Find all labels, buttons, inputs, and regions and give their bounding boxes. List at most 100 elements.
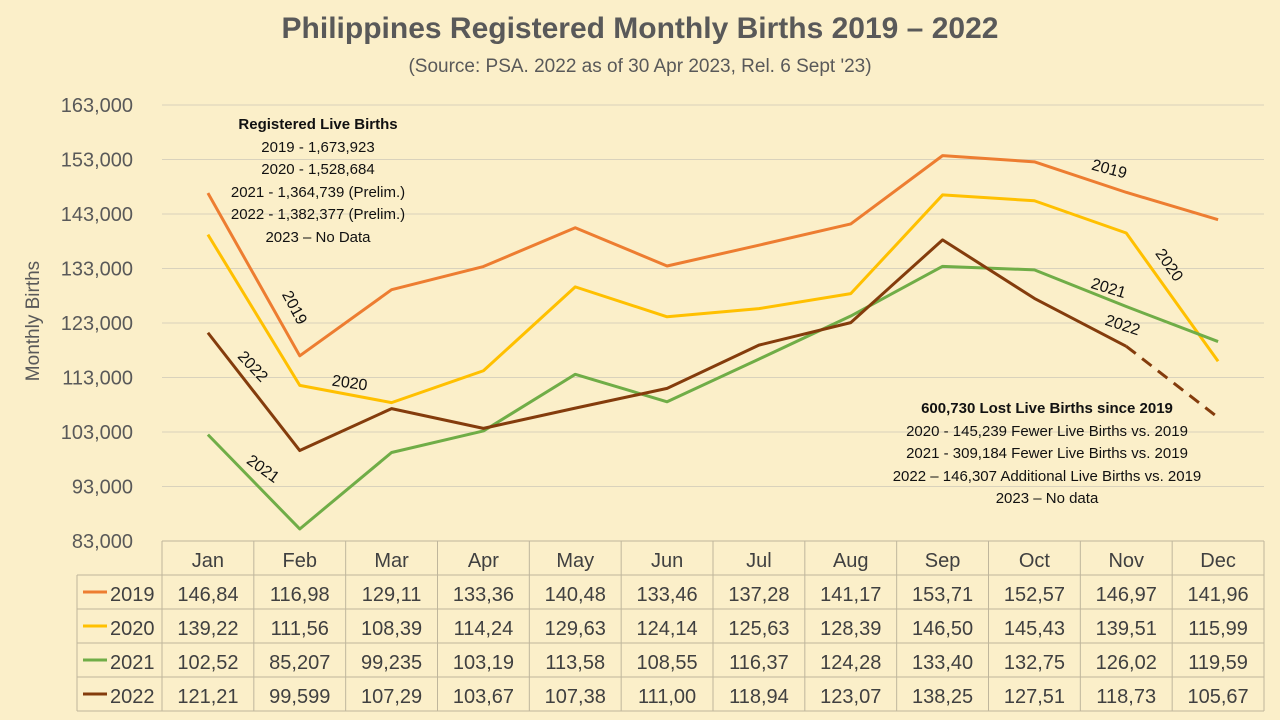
table-cell: 146,84 — [177, 584, 238, 606]
table-cell: 123,07 — [820, 686, 881, 708]
table-cell: 108,55 — [636, 652, 697, 674]
registered-births-note: Registered Live Births 2019 - 1,673,923 … — [188, 114, 448, 249]
y-axis-label: Monthly Births — [23, 260, 44, 382]
table-cell: 133,36 — [453, 584, 514, 606]
line-annotation: 2022 — [1103, 312, 1142, 339]
y-tick-label: 123,000 — [61, 313, 133, 335]
line-annotation: 2021 — [243, 452, 282, 487]
x-tick-label: Jul — [746, 550, 772, 572]
table-cell: 113,58 — [545, 652, 605, 674]
table-cell: 124,14 — [636, 618, 697, 640]
x-tick-label: Aug — [833, 550, 869, 572]
y-tick-label: 103,000 — [61, 422, 133, 444]
table-cell: 153,71 — [912, 584, 973, 606]
line-annotation: 2020 — [331, 373, 369, 395]
x-tick-label: May — [556, 550, 594, 572]
x-tick-label: Feb — [283, 550, 317, 572]
table-cell: 121,21 — [177, 686, 238, 708]
series-lines — [206, 154, 1220, 531]
table-cell: 127,51 — [1004, 686, 1065, 708]
chart-title: Philippines Registered Monthly Births 20… — [281, 12, 999, 45]
line-annotation: 2022 — [234, 348, 271, 386]
note-line: 2019 - 1,673,923 — [261, 138, 375, 156]
note-line: 2020 - 1,528,684 — [261, 161, 375, 178]
table-cell: 129,63 — [545, 618, 606, 640]
note-line: 2023 – No Data — [265, 228, 371, 246]
legend-label: 2022 — [110, 686, 155, 708]
table-cell: 124,28 — [820, 652, 881, 674]
legend-label: 2021 — [110, 652, 155, 674]
y-tick-label: 93,000 — [72, 477, 133, 499]
legend-label: 2020 — [110, 618, 155, 640]
x-tick-label: Sep — [925, 550, 961, 572]
table-cell: 133,46 — [636, 584, 697, 606]
table-cell: 146,50 — [912, 618, 973, 640]
table-cell: 139,51 — [1096, 618, 1157, 640]
table-cell: 99,235 — [361, 652, 422, 674]
note-line: 2021 - 1,364,739 (Prelim.) — [230, 183, 406, 201]
table-cell: 140,48 — [545, 584, 606, 606]
table-cell: 111,00 — [638, 686, 696, 708]
series-line-2021 — [206, 264, 1219, 531]
line-annotation: 2020 — [1152, 246, 1186, 285]
note-line: 2022 – 146,307 Additional Live Births vs… — [892, 467, 1202, 485]
table-cell: 118,73 — [1096, 686, 1156, 708]
series-line-2022 — [206, 238, 1127, 453]
table-cell: 132,75 — [1004, 652, 1065, 674]
note-heading: Registered Live Births — [238, 116, 398, 133]
table-cell: 107,29 — [361, 686, 422, 708]
table-cell: 152,57 — [1004, 584, 1065, 606]
table-cell: 139,22 — [177, 618, 238, 640]
note-line: 2020 - 145,239 Fewer Live Births vs. 201… — [906, 422, 1188, 440]
table-cell: 133,40 — [912, 652, 973, 674]
lost-births-note: 600,730 Lost Live Births since 2019 2020… — [862, 398, 1232, 511]
data-table: Jan Feb Mar Apr May Jun Jul Aug Sep Oct Nov Dec 2019… — [76, 540, 1265, 712]
x-tick-label: Jun — [651, 550, 683, 572]
table-cell: 103,67 — [453, 686, 514, 708]
table-cell: 116,37 — [729, 652, 789, 674]
note-line: 2021 - 309,184 Fewer Live Births vs. 201… — [906, 445, 1188, 462]
table-cell: 146,97 — [1096, 584, 1157, 606]
table-cell: 85,207 — [269, 652, 330, 674]
line-annotation: 2019 — [278, 288, 310, 327]
table-cell: 119,59 — [1188, 652, 1248, 674]
y-tick-label: 153,000 — [61, 150, 133, 172]
table-cell: 102,52 — [177, 652, 238, 674]
table-cell: 125,63 — [728, 618, 789, 640]
series-line-2020 — [206, 193, 1220, 405]
series-line-2019 — [206, 154, 1219, 358]
table-cell: 115,99 — [1188, 618, 1248, 640]
line-annotation: 2019 — [1090, 157, 1129, 183]
table-cell: 108,39 — [361, 618, 422, 640]
chart-subtitle: (Source: PSA. 2022 as of 30 Apr 2023, Re… — [408, 56, 872, 77]
note-line: 2023 – No data — [995, 490, 1099, 507]
table-cell: 145,43 — [1004, 618, 1065, 640]
x-tick-label: Oct — [1019, 550, 1051, 572]
x-tick-label: Dec — [1200, 550, 1236, 572]
table-cell: 129,11 — [362, 584, 422, 606]
y-tick-label: 143,000 — [61, 204, 133, 226]
y-tick-label: 133,000 — [61, 259, 133, 281]
y-tick-label: 83,000 — [72, 531, 133, 553]
x-tick-label: Jan — [192, 550, 224, 572]
table-cell: 116,98 — [270, 584, 330, 606]
y-tick-labels: 83,000 93,000 103,000 113,000 123,000 133,000… — [61, 95, 133, 553]
table-cell: 107,38 — [545, 686, 606, 708]
table-cell: 114,24 — [454, 618, 514, 640]
table-cell: 126,02 — [1096, 652, 1157, 674]
x-tick-label: Mar — [374, 550, 409, 572]
table-cell: 118,94 — [729, 686, 789, 708]
table-cell: 141,96 — [1187, 584, 1248, 606]
y-tick-label: 163,000 — [61, 95, 133, 117]
note-heading: 600,730 Lost Live Births since 2019 — [921, 400, 1173, 417]
legend-label: 2019 — [110, 584, 155, 606]
table-cell: 103,19 — [453, 652, 514, 674]
table-cell: 99,599 — [269, 686, 330, 708]
table-cell: 128,39 — [820, 618, 881, 640]
table-cell: 138,25 — [912, 686, 973, 708]
note-line: 2022 - 1,382,377 (Prelim.) — [230, 206, 406, 223]
x-tick-label: Nov — [1108, 550, 1144, 572]
table-cell: 105,67 — [1187, 686, 1248, 708]
table-cell: 141,17 — [820, 584, 881, 606]
